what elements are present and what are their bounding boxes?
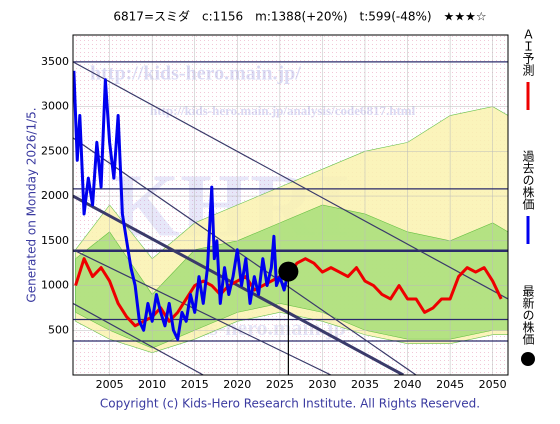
x-tick-label: 2005	[96, 378, 124, 391]
x-tick-label: 2045	[436, 378, 464, 391]
x-tick-label: 2025	[266, 378, 294, 391]
watermark: http://kids-hero.main.jp/analysis/code68…	[150, 103, 416, 118]
y-tick-label: 2000	[41, 189, 69, 202]
y-tick-label: 3000	[41, 100, 69, 113]
x-tick-label: 2020	[223, 378, 251, 391]
y-tick-label: 2500	[41, 144, 69, 157]
chart-title: 6817=スミダ c:1156 m:1388(+20%) t:599(-48%)…	[113, 9, 486, 24]
footer: Copyright (c) Kids-Hero Research Institu…	[100, 397, 480, 411]
watermark: http://kids-hero.main.jp/	[90, 63, 301, 85]
y-tick-label: 3500	[41, 55, 69, 68]
x-tick-label: 2010	[138, 378, 166, 391]
y-tick-label: 500	[48, 323, 69, 336]
legend-label: 過去の株価	[521, 150, 535, 210]
x-tick-label: 2035	[351, 378, 379, 391]
side-note: Generated on Monday 2026/1/5.	[25, 107, 39, 302]
legend-swatch	[521, 352, 535, 366]
y-tick-label: 1500	[41, 234, 69, 247]
x-tick-label: 2015	[181, 378, 209, 391]
trend-line	[73, 194, 405, 375]
x-tick-label: 2030	[308, 378, 336, 391]
legend-label: 最新の株価	[521, 285, 535, 345]
x-tick-label: 2050	[479, 378, 507, 391]
legend-label: ＡＩ予測	[521, 28, 535, 77]
trend-line	[73, 61, 508, 300]
x-tick-label: 2040	[394, 378, 422, 391]
series-line	[73, 70, 290, 341]
current-point	[278, 261, 299, 282]
trend-line	[73, 137, 417, 375]
plot-frame	[72, 34, 509, 376]
y-tick-label: 1000	[41, 279, 69, 292]
plot: http://kids-hero.main.jp/http://kids-her…	[73, 35, 508, 375]
trend-line	[73, 302, 204, 375]
